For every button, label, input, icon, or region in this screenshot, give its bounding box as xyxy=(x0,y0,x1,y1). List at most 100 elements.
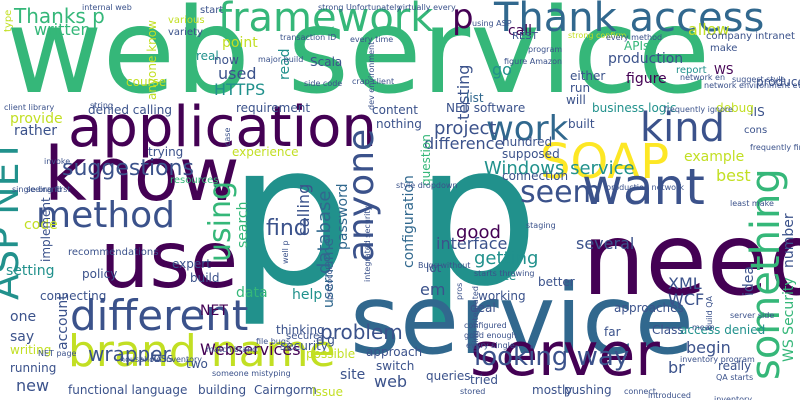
word: two xyxy=(186,357,208,371)
word: queries xyxy=(426,369,471,383)
word: real xyxy=(196,49,219,63)
word: string xyxy=(90,101,113,110)
word: hundred xyxy=(502,135,553,149)
word: create xyxy=(478,269,517,283)
word: data xyxy=(236,285,268,301)
word: best xyxy=(716,166,751,185)
word: far xyxy=(604,325,621,339)
word: server side xyxy=(730,311,775,320)
word: type xyxy=(3,9,14,32)
word: WCF xyxy=(668,290,705,309)
word: use xyxy=(100,216,239,306)
word: debug xyxy=(716,101,754,115)
word: every single xyxy=(466,341,515,350)
word: production network xyxy=(606,183,684,192)
word: read xyxy=(277,48,293,80)
word: figure Amazon xyxy=(504,57,563,66)
word: NET page xyxy=(38,349,77,358)
word: business logic xyxy=(592,101,677,115)
word: question xyxy=(419,134,433,186)
word: someone mistyping xyxy=(212,369,291,378)
word: new xyxy=(16,376,50,395)
word: secure xyxy=(286,331,320,342)
word: good enough xyxy=(464,331,517,340)
word: production xyxy=(608,51,684,67)
word: Class xyxy=(652,323,684,337)
word: content xyxy=(372,103,418,117)
word: em xyxy=(420,280,446,299)
word: p p xyxy=(228,102,540,330)
word: introduced xyxy=(648,391,691,400)
word: every method xyxy=(606,33,663,42)
word: brand name xyxy=(68,326,336,377)
word: suggest style xyxy=(732,75,786,84)
word: strong confirm xyxy=(568,31,627,40)
word: several xyxy=(576,234,635,253)
word: configured xyxy=(464,321,507,330)
word: WS xyxy=(714,63,734,77)
word: protocol xyxy=(325,267,334,300)
word: inventory xyxy=(714,395,753,400)
word: Bugs without xyxy=(418,261,471,270)
word: calling xyxy=(294,183,313,236)
word: transaction ID xyxy=(280,33,337,42)
word: anyone know xyxy=(145,20,159,100)
word: code xyxy=(24,217,58,233)
word: report xyxy=(676,65,707,76)
word: go xyxy=(492,60,512,79)
word: supposed xyxy=(502,147,560,161)
word: HTTPS xyxy=(214,80,266,99)
word: e g xyxy=(316,333,335,347)
word: getting xyxy=(474,248,539,269)
word: build xyxy=(190,271,220,285)
word: building xyxy=(198,383,247,397)
word: service xyxy=(350,264,694,376)
word: mean xyxy=(692,323,715,332)
word: implement xyxy=(39,197,53,262)
word: used xyxy=(218,64,257,83)
word: NET software xyxy=(446,101,526,115)
word: course xyxy=(126,75,167,89)
word: Webservices xyxy=(200,340,301,359)
word: will xyxy=(566,93,586,107)
word: idea xyxy=(741,266,757,296)
word: lot xyxy=(426,261,442,275)
word: requirement xyxy=(236,101,311,115)
word: tried xyxy=(470,373,498,387)
word: writing xyxy=(10,343,52,357)
word: match brand xyxy=(206,345,258,354)
word: NET xyxy=(200,303,228,319)
word: mostly xyxy=(532,383,573,397)
word: style dropdown xyxy=(396,181,458,190)
word: resources xyxy=(170,175,219,186)
word: policy xyxy=(82,267,118,281)
word: using ASP xyxy=(472,19,512,28)
word: produce xyxy=(756,75,800,89)
word: file bugs xyxy=(256,337,291,346)
word: br xyxy=(668,358,685,377)
word: frequently find xyxy=(750,143,800,152)
word: least make xyxy=(730,199,774,208)
word: one xyxy=(10,309,37,325)
word: approach xyxy=(366,345,423,359)
word: p xyxy=(452,0,474,37)
word: make xyxy=(710,43,738,54)
word: call xyxy=(508,23,533,39)
word: denied calling xyxy=(88,103,172,117)
word: method xyxy=(36,195,176,236)
word: using xyxy=(203,180,238,262)
word: trying xyxy=(148,145,184,159)
word: stored xyxy=(460,387,486,396)
word: crap client xyxy=(352,77,395,86)
word: looking way xyxy=(474,342,630,372)
word: Cairngorm xyxy=(254,383,317,397)
word: invoke xyxy=(44,157,71,166)
word: security xyxy=(280,339,328,353)
word: deal xyxy=(470,301,496,315)
word: project xyxy=(434,118,497,139)
word: REST xyxy=(512,31,538,42)
word: company intranet xyxy=(706,31,795,42)
word: site xyxy=(340,367,366,383)
word: program xyxy=(528,45,563,54)
